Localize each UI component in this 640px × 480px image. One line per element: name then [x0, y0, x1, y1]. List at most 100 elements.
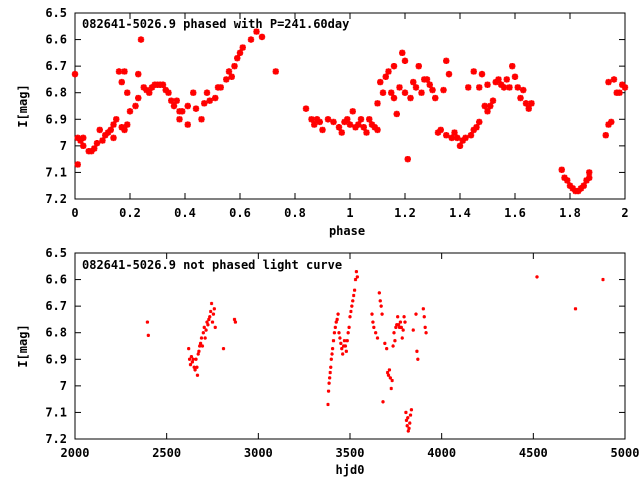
- data-point: [253, 28, 260, 35]
- data-point: [437, 126, 444, 134]
- data-point: [197, 344, 202, 348]
- data-point: [188, 362, 193, 367]
- data-point: [382, 73, 389, 80]
- data-point: [205, 320, 209, 324]
- chart-title: 082641-5026.9 phased with P=241.60day: [82, 17, 349, 31]
- data-point: [375, 336, 380, 340]
- data-point: [398, 320, 403, 324]
- data-point: [445, 70, 453, 78]
- data-point: [473, 124, 480, 131]
- data-point: [366, 116, 373, 123]
- data-point: [489, 97, 497, 104]
- data-point: [418, 89, 425, 96]
- data-point: [77, 137, 84, 144]
- data-point: [379, 89, 387, 96]
- y-tick-label: 6.5: [45, 6, 67, 20]
- data-point: [179, 108, 186, 115]
- y-tick-label: 6.8: [45, 86, 67, 100]
- data-point: [340, 352, 345, 356]
- data-point: [432, 94, 439, 102]
- data-point: [423, 76, 431, 83]
- phased-light-curve-panel: 6.5 6.6 6.7 6.8 6.9 7 7.1 7.2 0 0.2 0.4 0.6 0.8 1 1.2…: [16, 6, 629, 238]
- data-point: [484, 81, 491, 88]
- data-point: [500, 84, 508, 91]
- data-point: [390, 62, 398, 70]
- data-point: [421, 307, 426, 311]
- data-point: [355, 275, 360, 279]
- data-point: [476, 84, 483, 91]
- data-point: [196, 352, 200, 356]
- data-point: [338, 336, 342, 340]
- data-point: [371, 320, 375, 324]
- data-point: [349, 108, 356, 115]
- data-point: [203, 89, 211, 96]
- data-point: [399, 49, 406, 57]
- x-tick-label: 2000: [61, 446, 90, 460]
- data-point: [80, 142, 87, 150]
- data-point: [416, 357, 420, 362]
- y-tick-label: 7.2: [45, 192, 67, 206]
- data-point: [389, 386, 394, 391]
- data-point: [605, 121, 612, 128]
- data-point: [353, 277, 358, 282]
- data-point: [192, 365, 196, 370]
- data-point: [456, 142, 464, 150]
- data-point: [247, 36, 255, 43]
- data-point: [200, 344, 205, 348]
- data-point: [467, 132, 475, 139]
- data-point: [410, 78, 417, 86]
- data-point: [426, 81, 433, 88]
- data-point: [509, 62, 516, 70]
- plot-frame: [74, 252, 626, 440]
- data-point: [619, 81, 626, 88]
- data-point: [344, 349, 349, 354]
- data-points: [145, 269, 605, 433]
- data-point: [478, 70, 486, 78]
- data-point: [395, 315, 400, 319]
- data-point: [217, 84, 224, 91]
- data-point: [146, 333, 151, 338]
- data-point: [313, 116, 321, 123]
- x-tick-label: 4500: [519, 446, 548, 460]
- data-point: [145, 320, 150, 324]
- data-point: [388, 89, 395, 96]
- data-point: [168, 97, 175, 104]
- data-point: [316, 118, 323, 126]
- data-point: [330, 346, 335, 351]
- data-point: [535, 275, 539, 279]
- data-point: [423, 325, 427, 330]
- y-tick-label: 7: [60, 379, 67, 393]
- y-tick-label: 6.7: [45, 59, 67, 73]
- data-point: [525, 105, 532, 112]
- data-point: [121, 68, 128, 75]
- data-point: [403, 320, 407, 324]
- x-tick-label: 0.4: [174, 206, 196, 220]
- data-point: [368, 121, 376, 128]
- data-point: [484, 108, 491, 115]
- data-point: [386, 373, 391, 377]
- data-point: [569, 185, 576, 192]
- data-point: [429, 86, 436, 94]
- data-point: [351, 293, 356, 298]
- data-point: [476, 118, 483, 126]
- data-point: [201, 330, 206, 335]
- y-tick-label: 7.2: [45, 432, 67, 446]
- data-point: [201, 100, 208, 107]
- data-point: [213, 325, 218, 330]
- x-tick-label: 1.8: [559, 206, 581, 220]
- x-tick-label: 2500: [152, 446, 181, 460]
- data-point: [462, 134, 469, 142]
- data-point: [459, 137, 466, 144]
- data-point: [143, 86, 150, 94]
- data-point: [197, 349, 201, 354]
- data-point: [334, 320, 339, 324]
- data-point: [91, 145, 98, 152]
- y-tick-label: 6.9: [45, 112, 67, 126]
- data-point: [371, 124, 378, 131]
- data-point: [335, 124, 343, 131]
- data-point: [377, 291, 382, 295]
- data-point: [349, 309, 353, 314]
- data-point: [357, 116, 365, 123]
- data-point: [110, 121, 117, 128]
- data-point: [577, 185, 585, 192]
